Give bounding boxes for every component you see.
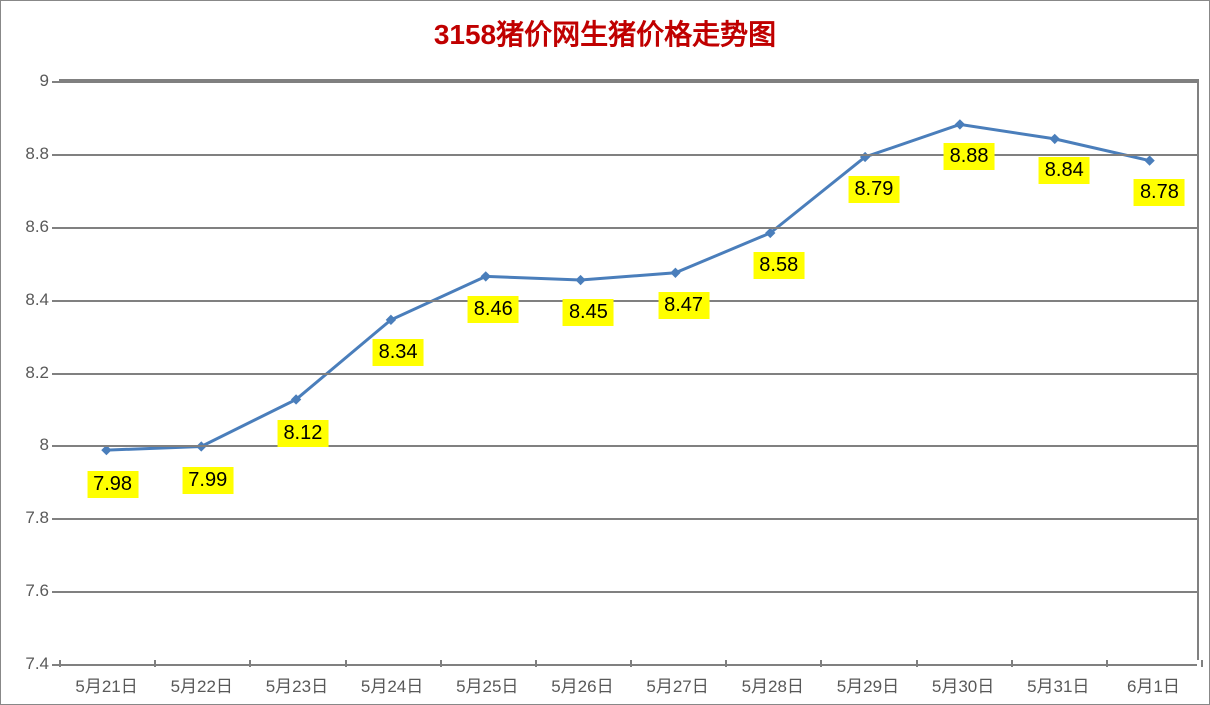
y-axis-label: 8.6 <box>25 217 49 237</box>
data-label: 8.58 <box>753 252 804 279</box>
data-marker <box>671 268 680 277</box>
y-tick <box>52 518 59 520</box>
gridline <box>59 373 1197 375</box>
data-marker <box>481 272 490 281</box>
data-label: 8.78 <box>1134 179 1185 206</box>
x-tick <box>1201 660 1203 667</box>
x-tick <box>535 660 537 667</box>
data-label: 7.99 <box>182 467 233 494</box>
x-tick <box>154 660 156 667</box>
x-axis-label: 6月1日 <box>1127 672 1180 697</box>
line-series <box>106 124 1149 450</box>
x-axis-label: 5月24日 <box>361 672 423 697</box>
x-axis-label: 5月25日 <box>456 672 518 697</box>
data-label: 8.45 <box>563 299 614 326</box>
x-tick <box>1106 660 1108 667</box>
gridline <box>59 81 1197 83</box>
plot-area: 7.47.67.888.28.48.68.895月21日5月22日5月23日5月… <box>59 79 1199 660</box>
x-tick <box>916 660 918 667</box>
y-axis-label: 7.4 <box>25 654 49 674</box>
y-tick <box>52 591 59 593</box>
y-tick <box>52 664 59 666</box>
x-axis-label: 5月31日 <box>1027 672 1089 697</box>
gridline <box>59 227 1197 229</box>
x-axis-label: 5月27日 <box>646 672 708 697</box>
x-tick <box>345 660 347 667</box>
y-tick <box>52 154 59 156</box>
y-tick <box>52 373 59 375</box>
data-marker <box>1050 134 1059 143</box>
y-axis-label: 8.2 <box>25 363 49 383</box>
x-axis-label: 5月23日 <box>266 672 328 697</box>
x-tick <box>440 660 442 667</box>
chart-container: 3158猪价网生猪价格走势图 7.47.67.888.28.48.68.895月… <box>0 0 1210 705</box>
x-tick <box>630 660 632 667</box>
data-label: 8.12 <box>277 420 328 447</box>
x-axis-label: 5月30日 <box>932 672 994 697</box>
gridline <box>59 518 1197 520</box>
x-tick <box>249 660 251 667</box>
data-marker <box>576 276 585 285</box>
data-label: 8.88 <box>944 143 995 170</box>
y-axis-label: 9 <box>40 71 49 91</box>
chart-svg <box>59 81 1197 660</box>
data-label: 7.98 <box>87 471 138 498</box>
y-tick <box>52 445 59 447</box>
y-axis-label: 8.4 <box>25 290 49 310</box>
data-label: 8.84 <box>1039 157 1090 184</box>
gridline <box>59 445 1197 447</box>
data-label: 8.46 <box>468 296 519 323</box>
x-tick <box>59 660 61 667</box>
x-axis-label: 5月28日 <box>742 672 804 697</box>
gridline <box>59 591 1197 593</box>
y-tick <box>52 300 59 302</box>
x-axis-label: 5月21日 <box>75 672 137 697</box>
data-marker <box>1145 156 1154 165</box>
data-label: 8.79 <box>848 176 899 203</box>
x-tick <box>725 660 727 667</box>
gridline <box>59 664 1197 666</box>
gridline <box>59 154 1197 156</box>
y-axis-label: 7.8 <box>25 508 49 528</box>
x-axis-label: 5月26日 <box>551 672 613 697</box>
x-axis-label: 5月29日 <box>837 672 899 697</box>
gridline <box>59 300 1197 302</box>
y-axis-label: 7.6 <box>25 581 49 601</box>
y-tick <box>52 81 59 83</box>
y-axis-label: 8 <box>40 435 49 455</box>
y-axis-label: 8.8 <box>25 144 49 164</box>
data-label: 8.34 <box>373 339 424 366</box>
data-marker <box>955 120 964 129</box>
chart-title: 3158猪价网生猪价格走势图 <box>1 13 1209 53</box>
x-tick <box>1011 660 1013 667</box>
x-axis-label: 5月22日 <box>171 672 233 697</box>
y-tick <box>52 227 59 229</box>
data-label: 8.47 <box>658 292 709 319</box>
x-tick <box>820 660 822 667</box>
